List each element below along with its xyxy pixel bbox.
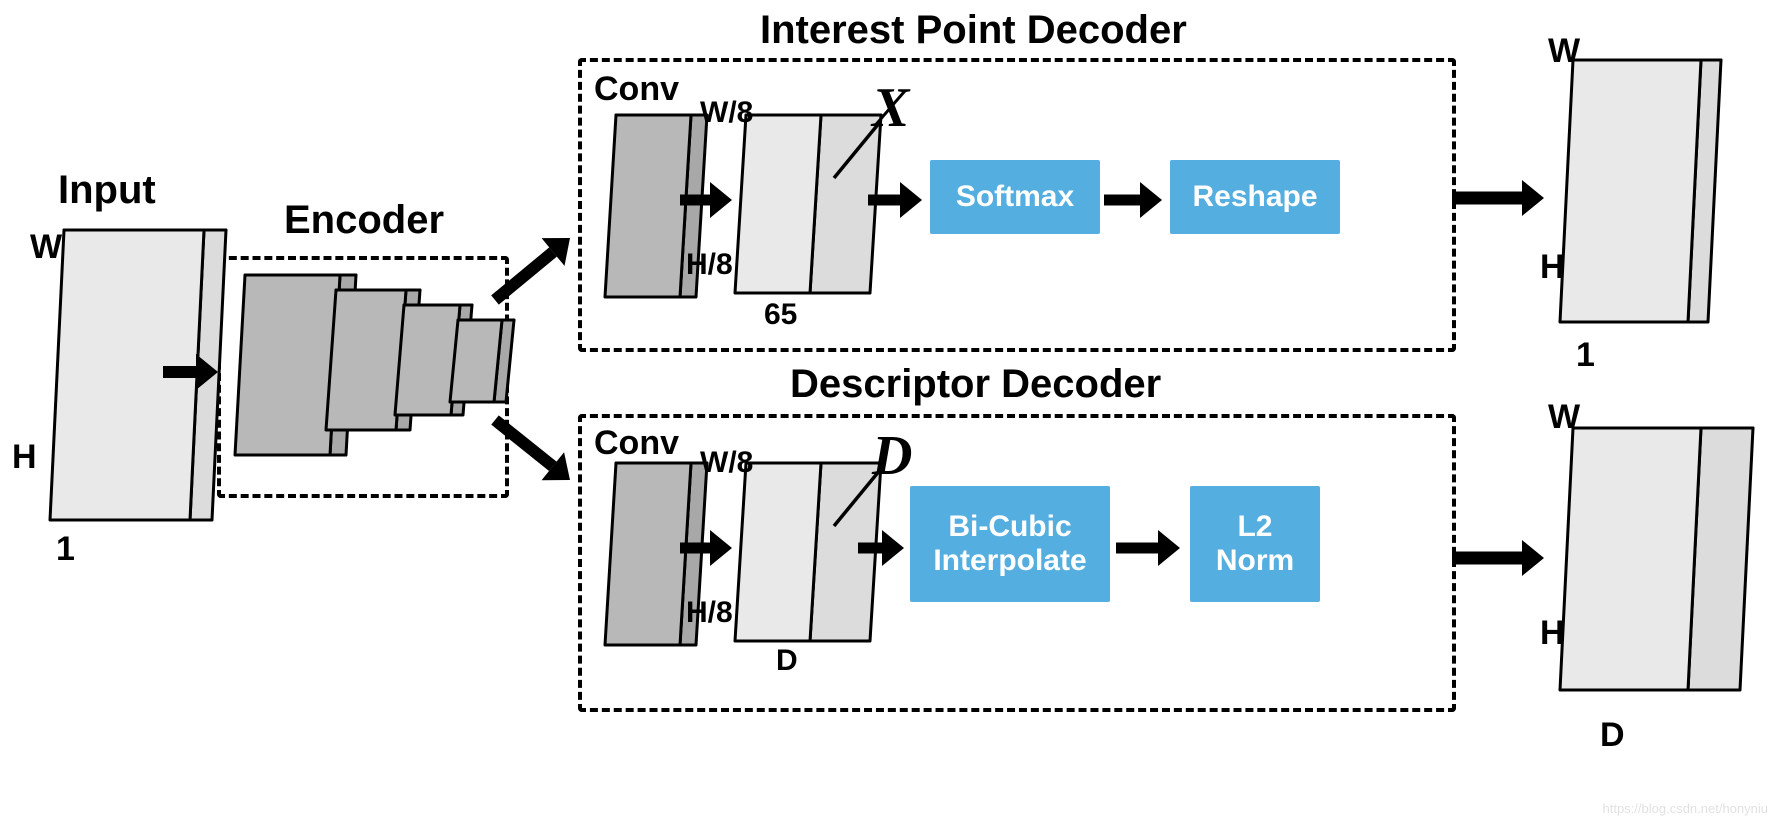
- label: W: [1548, 32, 1580, 71]
- label: 1: [1576, 336, 1595, 375]
- label: H: [1540, 248, 1565, 287]
- arrow: [465, 390, 600, 510]
- script-label: D: [872, 424, 912, 488]
- block-out_top: [1560, 60, 1721, 322]
- label: Conv: [594, 70, 679, 109]
- script-label: X: [872, 76, 909, 140]
- label: W/8: [700, 446, 753, 480]
- label: H: [12, 438, 37, 477]
- label: Interest Point Decoder: [760, 8, 1187, 53]
- reshape-label: Reshape: [1192, 180, 1317, 215]
- label: W/8: [700, 96, 753, 130]
- label: W: [1548, 398, 1580, 437]
- label: Descriptor Decoder: [790, 362, 1161, 407]
- label: H/8: [686, 596, 733, 630]
- label: Conv: [594, 424, 679, 463]
- arrow: [133, 342, 248, 402]
- label: W: [30, 228, 62, 267]
- arrow: [1422, 528, 1574, 588]
- label: 1: [56, 530, 75, 569]
- label: H/8: [686, 248, 733, 282]
- label: Encoder: [284, 198, 444, 243]
- watermark: https://blog.csdn.net/honyniu: [1602, 801, 1768, 816]
- label: 65: [764, 298, 797, 332]
- label: Input: [58, 168, 156, 213]
- arrow: [1086, 518, 1210, 578]
- label: H: [1540, 614, 1565, 653]
- reshape-op: Reshape: [1170, 160, 1340, 234]
- label: D: [776, 644, 798, 678]
- label: D: [1600, 716, 1625, 755]
- arrow: [1074, 170, 1192, 230]
- arrow: [1422, 168, 1574, 228]
- bicubic-label: Bi-Cubic Interpolate: [933, 510, 1086, 579]
- arrow: [650, 518, 762, 578]
- bicubic-op: Bi-Cubic Interpolate: [910, 486, 1110, 602]
- softmax-label: Softmax: [956, 180, 1074, 215]
- block-out_bot: [1560, 428, 1753, 690]
- arrow: [650, 170, 762, 230]
- arrow: [465, 208, 600, 330]
- l2norm-label: L2 Norm: [1216, 510, 1294, 579]
